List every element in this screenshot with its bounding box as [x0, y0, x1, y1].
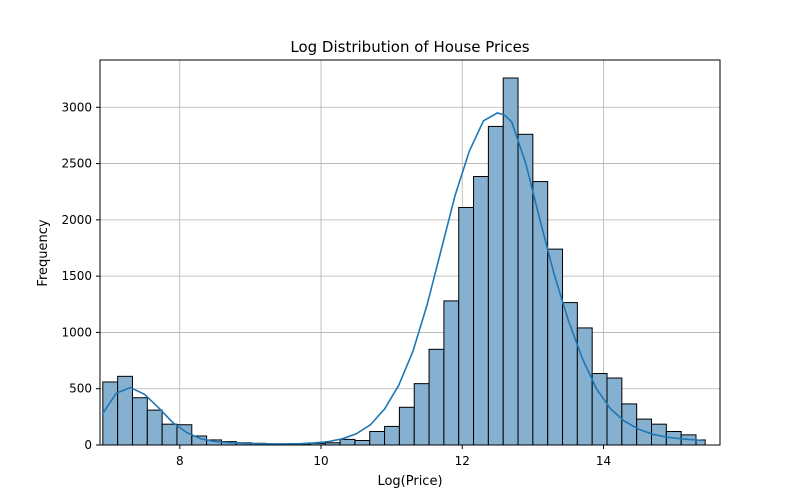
- histogram-bar: [487, 125, 504, 446]
- plot-area-frame: [99, 59, 721, 446]
- x-tick-label: 8: [176, 454, 184, 468]
- chart-title: Log Distribution of House Prices: [290, 38, 529, 56]
- y-tick-label: 3000: [61, 100, 92, 114]
- histogram-bar: [369, 430, 386, 446]
- y-tick-label: 1500: [61, 269, 92, 283]
- histogram-bar: [576, 327, 593, 446]
- histogram-bar: [161, 423, 178, 446]
- histogram-bar: [131, 397, 148, 446]
- y-tick-label: 2000: [61, 213, 92, 227]
- y-tick-label: 500: [69, 382, 92, 396]
- histogram-bar: [398, 406, 415, 446]
- histogram-bar: [354, 439, 371, 446]
- histogram-bar: [102, 381, 119, 446]
- x-tick-label: 14: [596, 454, 611, 468]
- axis-ticks: 8 10 12 14 0 500 1000 1500 2000 2500 3000: [61, 100, 611, 468]
- x-axis-label: Log(Price): [377, 474, 442, 489]
- histogram-bar: [458, 206, 475, 446]
- histogram-bar: [428, 348, 445, 446]
- histogram-bar: [146, 409, 163, 446]
- y-tick-label: 0: [84, 438, 92, 452]
- y-tick-label: 1000: [61, 325, 92, 339]
- histogram-bar: [339, 438, 356, 446]
- histogram-bar: [473, 176, 489, 446]
- histogram-bar: [384, 425, 400, 446]
- histogram-bar: [413, 383, 430, 446]
- grid: [100, 60, 720, 446]
- histogram-bar: [443, 300, 460, 446]
- y-axis-label: Frequency: [36, 219, 51, 286]
- histogram-bar: [636, 418, 653, 446]
- kde-curve: [101, 112, 703, 445]
- histogram-bars: [102, 77, 706, 446]
- x-tick-label: 10: [313, 454, 328, 468]
- histogram-bar: [117, 375, 133, 446]
- x-tick-label: 12: [455, 454, 470, 468]
- y-tick-label: 2500: [61, 157, 92, 171]
